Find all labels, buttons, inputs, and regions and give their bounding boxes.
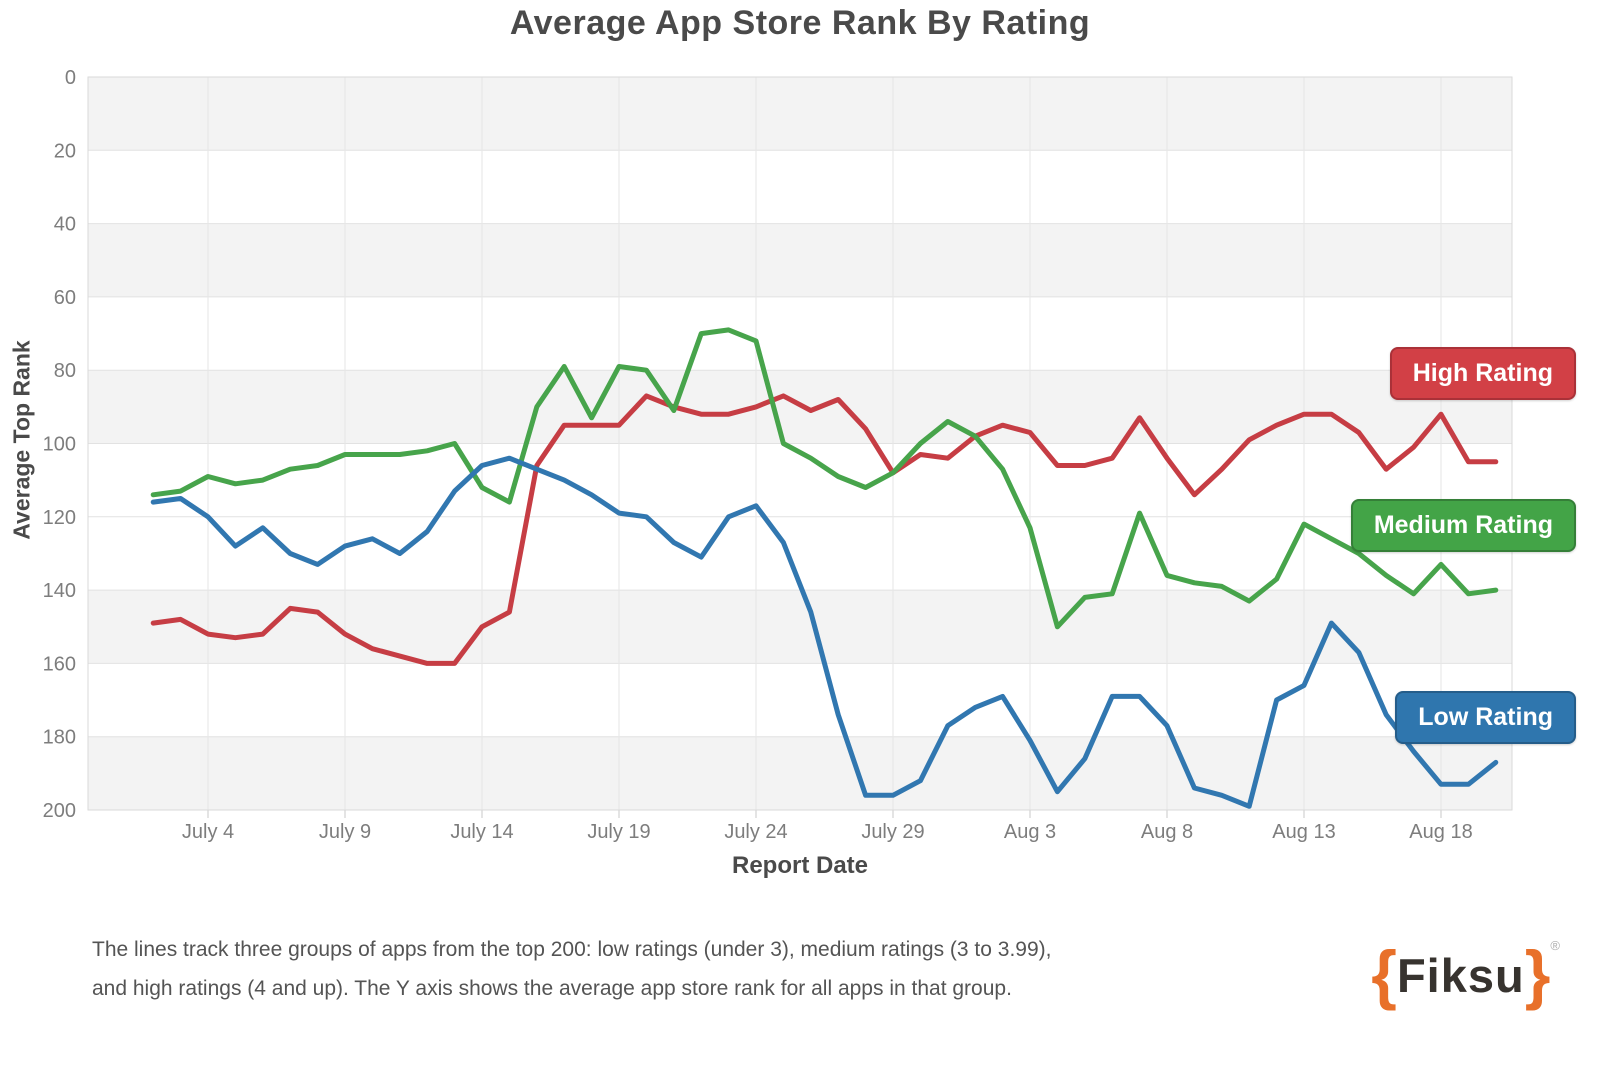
x-tick-label: July 14	[450, 821, 513, 843]
plot-band	[88, 736, 1512, 810]
plot-border	[87, 76, 1513, 811]
x-tick-label: July 9	[319, 821, 371, 843]
plot-band	[88, 77, 1512, 151]
low-rating-line	[150, 455, 1499, 809]
fiksu-logo: {Fiksu}®	[1371, 938, 1560, 1007]
chart-title: Average App Store Rank By Rating	[509, 4, 1091, 42]
y-tick-label: 160	[43, 653, 76, 675]
y-tick-label: 80	[54, 360, 76, 382]
y-tick-label: 120	[43, 507, 76, 529]
x-tick-label: July 19	[587, 821, 650, 843]
y-tick-label: 40	[54, 214, 76, 236]
logo-open-brace: {	[1371, 936, 1397, 1011]
y-tick-label: 100	[43, 434, 76, 456]
x-tick-label: July 4	[182, 821, 234, 843]
medium-rating-line	[150, 327, 1499, 630]
logo-text: Fiksu	[1396, 949, 1525, 1003]
x-axis-title: Report Date	[731, 852, 869, 879]
y-tick-label: 140	[43, 580, 76, 602]
registered-mark: ®	[1550, 938, 1560, 953]
x-tick-label: Aug 18	[1409, 821, 1472, 843]
y-axis-title: Average Top Rank	[8, 340, 35, 540]
x-tick-label: Aug 13	[1272, 821, 1335, 843]
plot-canvas: 0 20 40 60 80 100 120 140 160 180 200 July 4 July 9 J…	[43, 67, 1513, 843]
high-rating-line	[150, 393, 1499, 666]
x-tick-label: July 24	[724, 821, 787, 843]
y-tick-label: 200	[43, 800, 76, 822]
y-tick-label: 60	[54, 287, 76, 309]
y-tick-label: 180	[43, 727, 76, 749]
chart-area: 0 20 40 60 80 100 120 140 160 180 200 July 4 July 9 J…	[8, 67, 1576, 879]
caption: The lines track three groups of apps fro…	[92, 930, 1051, 1008]
caption-line-2: and high ratings (4 and up). The Y axis …	[92, 977, 1012, 1000]
logo-close-brace: }	[1524, 936, 1551, 1011]
x-tick-label: July 29	[861, 821, 924, 843]
plot-band	[88, 590, 1512, 664]
y-tick-label: 20	[54, 140, 76, 162]
caption-line-1: The lines track three groups of apps fro…	[92, 938, 1052, 961]
x-tick-label: Aug 8	[1141, 821, 1193, 843]
y-tick-label: 0	[65, 67, 76, 89]
x-tick-label: Aug 3	[1004, 821, 1056, 843]
plot-band	[88, 223, 1512, 297]
